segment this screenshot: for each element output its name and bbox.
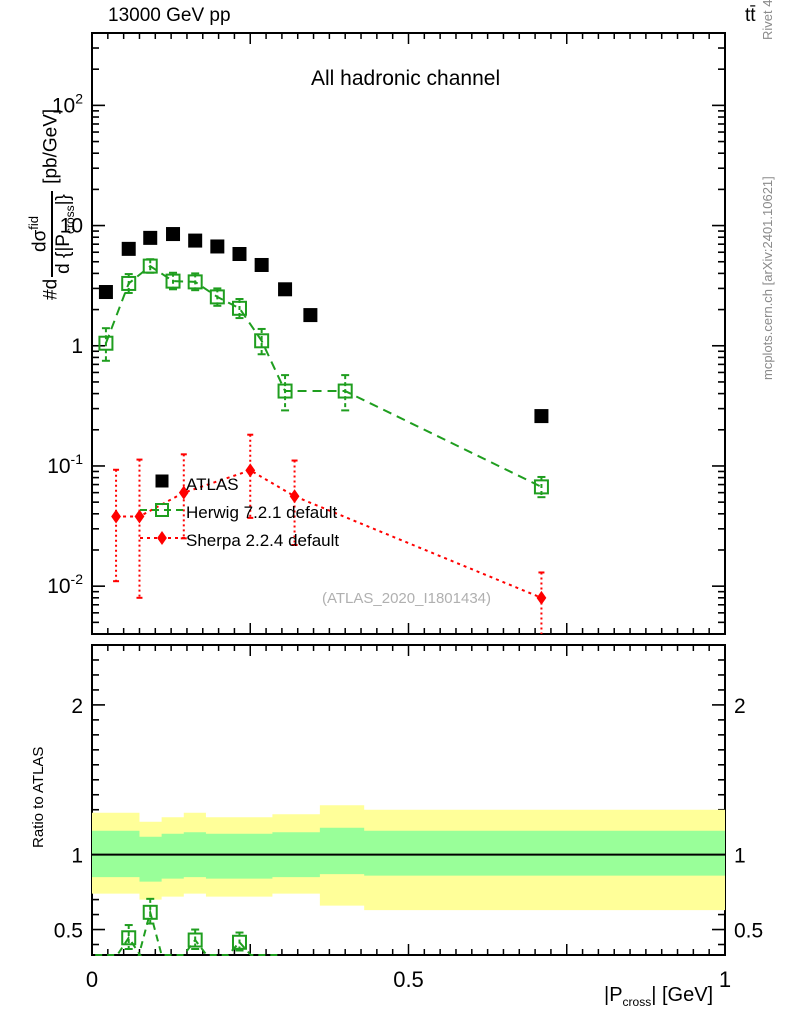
xtick-label: 1 bbox=[719, 967, 731, 992]
sherpa-marker bbox=[536, 590, 547, 605]
herwig-ratio-marker bbox=[231, 934, 247, 950]
sherpa-marker bbox=[245, 463, 256, 478]
xtick-label: 0.5 bbox=[393, 967, 424, 992]
atlas-marker bbox=[278, 282, 293, 297]
yaxis-numerator: dσ bbox=[29, 229, 51, 252]
ratio-ytick-label-right: 0.5 bbox=[734, 920, 763, 943]
herwig-marker bbox=[142, 258, 158, 274]
atlas-marker bbox=[232, 247, 247, 262]
herwig-ratio-marker bbox=[121, 930, 137, 946]
xaxis-label-tail: | [GeV] bbox=[651, 984, 714, 1006]
ratio-ytick-label-right: 1 bbox=[734, 845, 746, 868]
sherpa-marker bbox=[289, 489, 300, 504]
legend-marker-atlas bbox=[155, 474, 169, 488]
xaxis-label: |Pcross| [GeV] bbox=[604, 984, 713, 1009]
yaxis-denominator-sub: cross bbox=[63, 205, 78, 235]
dataset-watermark: (ATLAS_2020_I1801434) bbox=[322, 590, 492, 607]
yaxis-prefix: #d bbox=[40, 278, 62, 300]
legend-item-atlas[interactable]: ATLAS bbox=[186, 475, 239, 494]
sherpa-marker bbox=[111, 509, 121, 524]
beam-energy-label: 13000 GeV pp bbox=[108, 5, 231, 26]
main-ytick-label: 10-1 bbox=[47, 451, 83, 478]
yaxis-denominator-tail: |} bbox=[53, 194, 75, 206]
atlas-marker bbox=[121, 241, 136, 256]
herwig-ratio-marker bbox=[187, 932, 203, 948]
atlas-marker bbox=[303, 308, 318, 323]
herwig-marker bbox=[337, 383, 353, 399]
main-ytick-label: 1 bbox=[71, 335, 83, 358]
atlas-marker bbox=[254, 257, 269, 272]
atlas-marker bbox=[166, 227, 181, 242]
atlas-marker bbox=[188, 233, 203, 248]
xaxis-label-main: |P bbox=[604, 984, 623, 1006]
process-label: tt̄ bbox=[745, 5, 756, 26]
atlas-marker bbox=[210, 239, 225, 254]
ratio-ytick-label-right: 2 bbox=[734, 695, 746, 718]
atlas-marker bbox=[143, 230, 158, 245]
atlas-marker bbox=[98, 285, 113, 300]
main-ytick-label: 10 bbox=[60, 215, 83, 238]
herwig-marker bbox=[254, 333, 270, 349]
ratio-ytick-label-left: 2 bbox=[71, 695, 83, 718]
herwig-marker bbox=[187, 274, 203, 290]
herwig-ratio-marker bbox=[142, 904, 158, 920]
legend-item-herwig[interactable]: Herwig 7.2.1 default bbox=[186, 503, 338, 522]
sherpa-line bbox=[116, 469, 542, 599]
ratio-ytick-label-left: 1 bbox=[71, 845, 83, 868]
herwig-marker bbox=[165, 273, 181, 289]
xtick-label: 0 bbox=[86, 967, 98, 992]
xaxis-label-sub: cross bbox=[622, 995, 652, 1009]
atlas-marker bbox=[534, 409, 549, 424]
herwig-marker bbox=[209, 289, 225, 305]
herwig-marker bbox=[231, 300, 247, 316]
legend-item-sherpa[interactable]: Sherpa 2.2.4 default bbox=[186, 531, 340, 550]
legend-marker-sherpa bbox=[157, 531, 167, 545]
ratio-ytick-label-left: 0.5 bbox=[54, 920, 83, 943]
yaxis-numerator-sup: fid bbox=[26, 215, 41, 230]
sherpa-marker bbox=[178, 485, 189, 500]
main-ytick-label: 10-2 bbox=[47, 571, 83, 598]
herwig-marker bbox=[98, 335, 114, 351]
herwig-marker bbox=[121, 275, 137, 291]
yaxis-denominator: d {|P bbox=[53, 234, 75, 274]
herwig-marker bbox=[533, 479, 549, 495]
sherpa-marker bbox=[134, 509, 145, 524]
herwig-marker bbox=[277, 383, 293, 399]
page-title: All hadronic channel bbox=[311, 67, 501, 90]
yaxis-units: [pb/GeV] bbox=[40, 108, 62, 184]
herwig-line bbox=[104, 264, 542, 488]
legend-marker-herwig bbox=[155, 503, 169, 517]
